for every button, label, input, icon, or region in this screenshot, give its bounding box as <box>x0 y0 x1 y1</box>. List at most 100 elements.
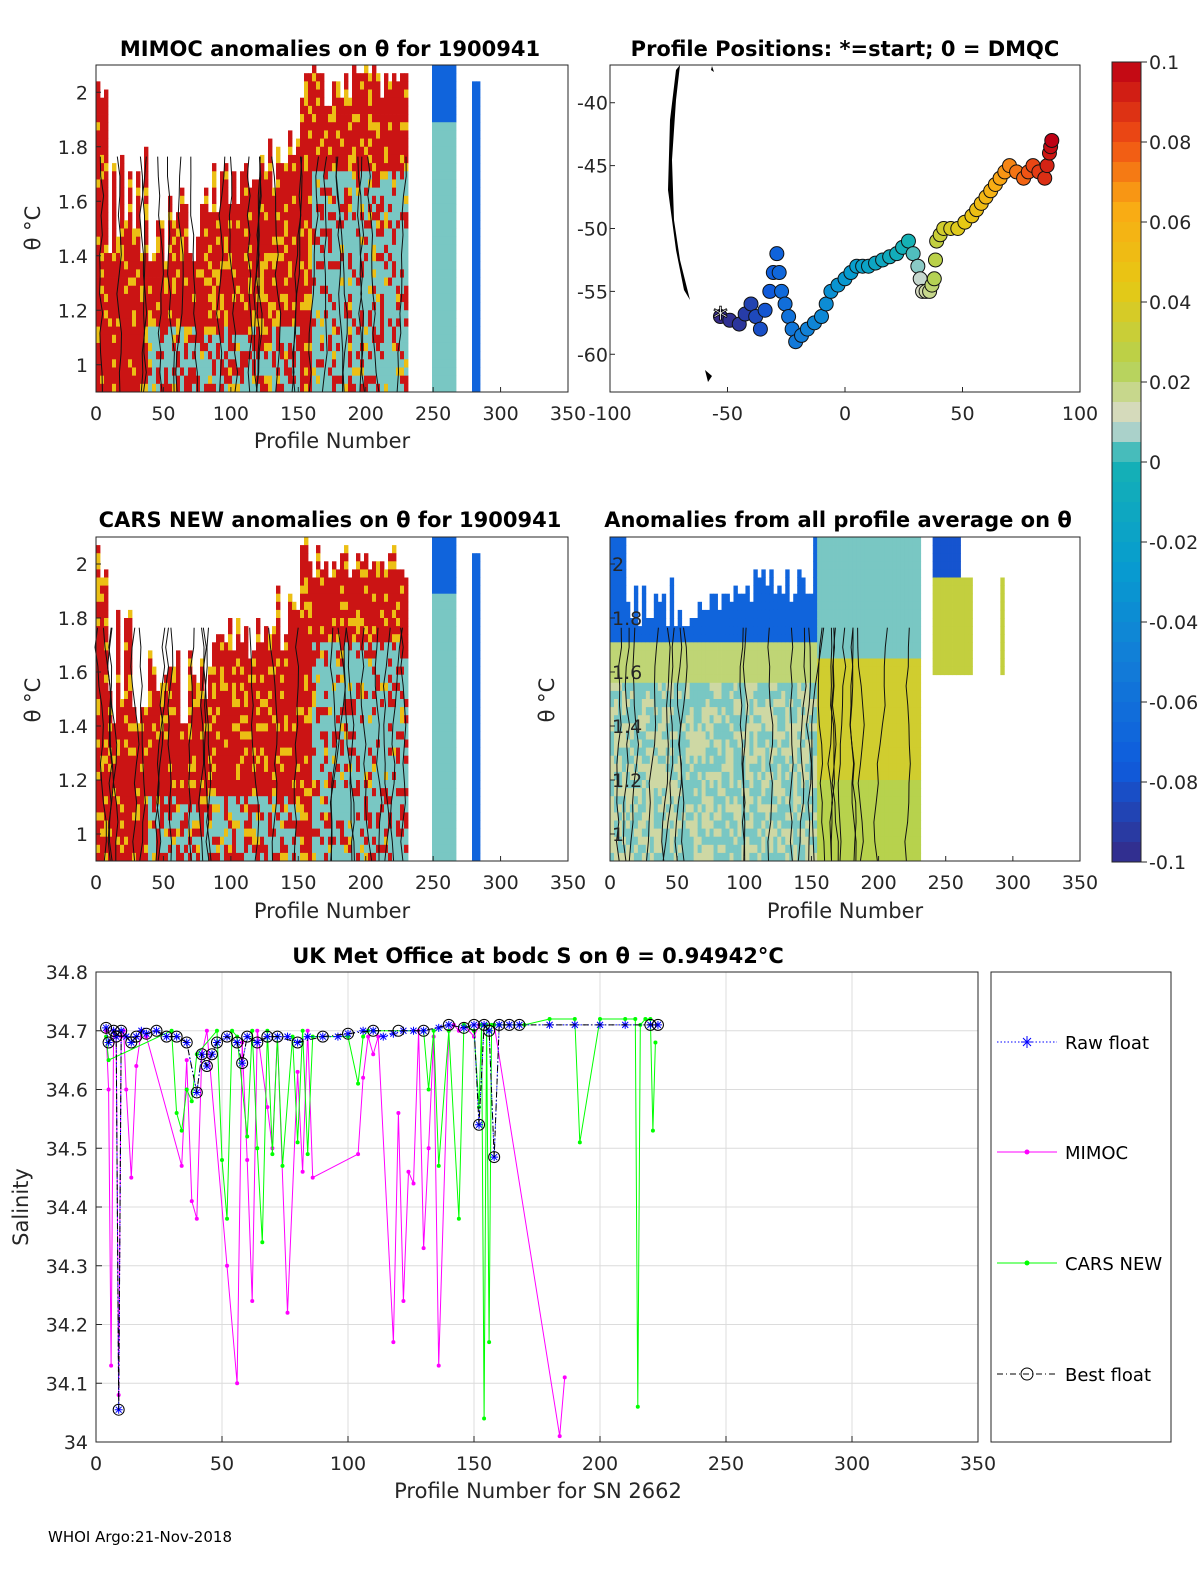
heatmap-cell <box>156 367 161 377</box>
heatmap-cell <box>336 203 341 213</box>
heatmap-cell <box>264 220 269 229</box>
heatmap-cell <box>320 269 325 278</box>
heatmap-cell <box>216 634 221 643</box>
heatmap-cell <box>360 89 365 99</box>
heatmap-cell <box>228 739 233 748</box>
heatmap-cell <box>308 342 313 352</box>
heatmap-cell <box>368 609 373 619</box>
heatmap-cell <box>252 269 257 278</box>
heatmap-cell <box>308 89 313 99</box>
heatmap-cell <box>388 310 393 319</box>
heatmap-cell <box>472 163 477 172</box>
heatmap-cell <box>148 650 153 659</box>
heatmap-cell <box>228 796 233 805</box>
heatmap-cell <box>344 804 349 813</box>
heatmap-cell <box>172 707 177 716</box>
heatmap-cell <box>364 828 369 838</box>
heatmap-cell <box>344 763 349 773</box>
heatmap-cell <box>336 699 341 708</box>
heatmap-cell <box>100 236 105 246</box>
heatmap-cell <box>184 747 189 757</box>
heatmap-cell <box>108 351 113 360</box>
heatmap-cell <box>332 796 337 805</box>
heatmap-cell <box>112 383 117 393</box>
heatmap-cell <box>328 804 333 813</box>
heatmap-cell <box>356 122 361 131</box>
heatmap-cell <box>136 326 141 336</box>
heatmap-cell <box>160 780 165 789</box>
colorbar-band <box>1112 722 1141 743</box>
heatmap-cell <box>284 780 289 789</box>
heatmap-cell <box>180 375 185 385</box>
heatmap-cell <box>372 561 377 570</box>
heatmap-cell <box>196 844 201 854</box>
heatmap-cell <box>344 836 349 846</box>
heatmap-cell <box>252 375 257 385</box>
heatmap-cell <box>192 326 197 336</box>
heatmap-cell <box>336 666 341 676</box>
heatmap-cell <box>160 236 165 246</box>
heatmap-cell <box>260 383 265 393</box>
heatmap-cell <box>224 796 229 805</box>
heatmap-cell <box>224 318 229 327</box>
heatmap-cell <box>292 212 297 221</box>
heatmap-cell <box>328 650 333 659</box>
heatmap-cell <box>288 220 293 229</box>
heatmap-cell <box>176 788 181 797</box>
heatmap-cell <box>164 723 169 732</box>
heatmap-cell <box>320 122 325 131</box>
heatmap-cell <box>184 844 189 854</box>
heatmap-cell <box>284 836 289 846</box>
heatmap-cell <box>336 89 341 99</box>
heatmap-cell <box>140 763 145 773</box>
heatmap-cell <box>340 844 345 854</box>
heatmap-cell <box>284 723 289 732</box>
colorbar-band <box>1112 122 1141 143</box>
heatmap-cell <box>288 351 293 360</box>
heatmap-cell <box>384 187 389 197</box>
heatmap-cell <box>300 253 305 262</box>
heatmap-cell <box>344 187 349 197</box>
heatmap-cell <box>260 285 265 295</box>
heatmap-cell <box>232 820 237 829</box>
heatmap-cell <box>368 666 373 676</box>
heatmap-cell <box>352 755 357 765</box>
heatmap-cell <box>120 375 125 385</box>
heatmap-cell <box>188 715 193 724</box>
heatmap-cell <box>444 334 449 344</box>
heatmap-cell <box>440 334 445 344</box>
heatmap-cell <box>344 383 349 393</box>
heatmap-cell <box>264 771 269 781</box>
heatmap-cell <box>120 852 125 862</box>
heatmap-cell <box>296 723 301 732</box>
heatmap-cell <box>368 836 373 846</box>
heatmap-cell <box>304 844 309 854</box>
heatmap-cell <box>116 642 121 651</box>
heatmap-cell <box>272 682 277 692</box>
heatmap-cell <box>256 682 261 692</box>
heatmap-cell <box>404 114 409 123</box>
heatmap-cell <box>436 244 441 254</box>
heatmap-cell <box>192 318 197 327</box>
heatmap-cell <box>452 269 457 278</box>
heatmap-cell <box>156 707 161 716</box>
heatmap-cell <box>208 755 213 765</box>
heatmap-cell <box>236 203 241 213</box>
heatmap-cell <box>260 836 265 846</box>
heatmap-cell <box>208 253 213 262</box>
heatmap-cell <box>196 763 201 773</box>
heatmap-cell <box>360 561 365 570</box>
heatmap-cell <box>236 828 241 838</box>
heatmap-cell <box>272 326 277 336</box>
heatmap-cell <box>100 326 105 336</box>
heatmap-cell <box>432 351 437 360</box>
heatmap-cell <box>440 277 445 287</box>
heatmap-cell <box>144 187 149 197</box>
heatmap-cell <box>432 81 437 90</box>
heatmap-cell <box>320 81 325 90</box>
heatmap-cell <box>200 731 205 740</box>
heatmap-cell <box>104 163 109 172</box>
heatmap-cell <box>444 97 449 107</box>
heatmap-cell <box>384 130 389 139</box>
heatmap-cell <box>324 642 329 651</box>
